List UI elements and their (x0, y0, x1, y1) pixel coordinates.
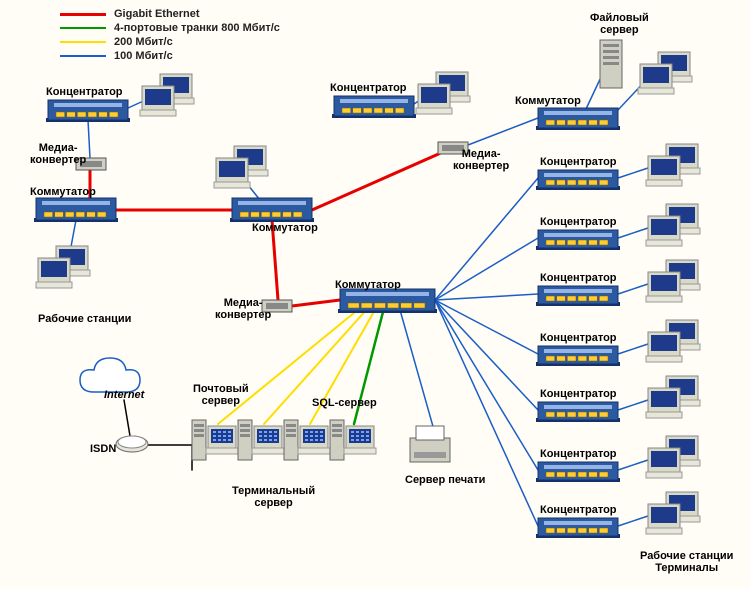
diagram-label: Сервер печати (405, 474, 485, 486)
diagram-label: Коммутатор (252, 222, 318, 234)
legend-row: Gigabit Ethernet (60, 8, 280, 20)
diagram-label: Рабочие станции (38, 313, 131, 325)
diagram-label: Коммутатор (515, 95, 581, 107)
diagram-label: Медиа-конвертер (30, 142, 86, 166)
diagram-label: Концентратор (46, 86, 123, 98)
legend-swatch (60, 55, 106, 57)
diagram-label: Коммутатор (30, 186, 96, 198)
legend-row: 200 Мбит/с (60, 36, 280, 48)
diagram-label: Концентратор (540, 448, 617, 460)
diagram-label: Медиа-конвертер (215, 297, 271, 321)
diagram-label: Коммутатор (335, 279, 401, 291)
diagram-label: Концентратор (540, 332, 617, 344)
legend-row: 4-портовые транки 800 Мбит/с (60, 22, 280, 34)
legend: Gigabit Ethernet 4-портовые транки 800 Мб… (60, 8, 280, 64)
diagram-label: Концентратор (330, 82, 407, 94)
legend-label: Gigabit Ethernet (114, 8, 200, 20)
diagram-label: Internet (104, 389, 144, 401)
diagram-label: SQL-сервер (312, 397, 377, 409)
legend-label: 4-портовые транки 800 Мбит/с (114, 22, 280, 34)
legend-label: 200 Мбит/с (114, 36, 173, 48)
diagram-label: Концентратор (540, 388, 617, 400)
network-diagram: Gigabit Ethernet 4-портовые транки 800 Мб… (0, 0, 750, 589)
legend-row: 100 Мбит/с (60, 50, 280, 62)
diagram-label: Концентратор (540, 156, 617, 168)
diagram-label: Концентратор (540, 216, 617, 228)
legend-label: 100 Мбит/с (114, 50, 173, 62)
diagram-label: Файловыйсервер (590, 12, 649, 36)
legend-swatch (60, 27, 106, 29)
diagram-label: Концентратор (540, 272, 617, 284)
diagram-label: Рабочие станцииТерминалы (640, 550, 733, 574)
diagram-label: ISDN (90, 443, 116, 455)
diagram-label: Почтовыйсервер (193, 383, 249, 407)
diagram-label: Терминальныйсервер (232, 485, 315, 509)
diagram-label: Медиа-конвертер (453, 148, 509, 172)
legend-swatch (60, 13, 106, 16)
legend-swatch (60, 41, 106, 43)
diagram-label: Концентратор (540, 504, 617, 516)
